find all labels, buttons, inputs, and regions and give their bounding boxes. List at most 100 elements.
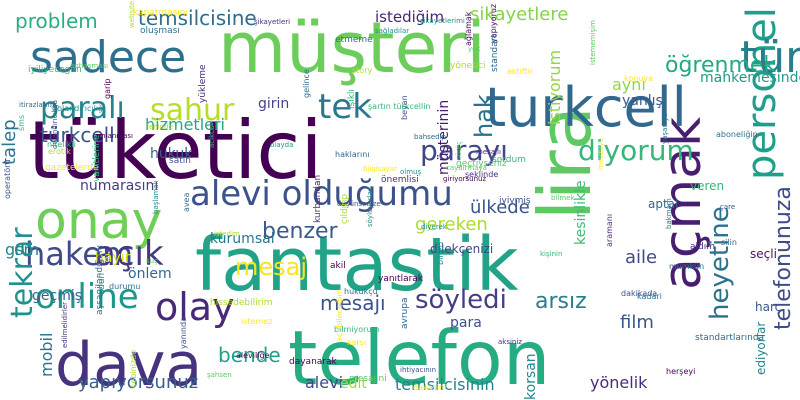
cloud-word: istiyorum: [545, 50, 564, 125]
cloud-word: hakem: [25, 235, 133, 273]
cloud-word-small: iyiliyecegim: [28, 65, 82, 75]
cloud-word: benzer: [262, 219, 339, 244]
cloud-word: seçli: [750, 247, 777, 261]
cloud-word-small: durumu: [109, 282, 140, 291]
cloud-word: tekrar: [5, 227, 40, 318]
cloud-word-small: antlaşması: [70, 62, 108, 70]
cloud-word-small: karşı: [347, 338, 366, 347]
cloud-word-small: lehinde: [147, 123, 173, 131]
cloud-word-small: hukukçu: [344, 287, 378, 296]
cloud-word: para: [450, 315, 482, 331]
cloud-word: açık: [95, 234, 164, 274]
cloud-word-small: kapatmasını: [133, 8, 188, 18]
cloud-word-small: yapıyoruz: [489, 4, 498, 43]
cloud-word: dilekçenizi: [430, 242, 493, 256]
cloud-word-small: kişinin: [540, 250, 562, 258]
cloud-word: yanlış: [622, 93, 663, 109]
cloud-word-small: dolandırıcılığı: [52, 104, 105, 113]
cloud-word: film: [620, 312, 654, 333]
cloud-word-small: yok: [468, 45, 481, 53]
cloud-word: mobil: [37, 333, 56, 377]
cloud-word-small: edilmelidirler: [61, 302, 69, 348]
cloud-word-small: giriyorsunuz: [443, 175, 486, 183]
cloud-word-small: oluşması: [140, 26, 180, 36]
cloud-word-small: nitelikli: [47, 140, 76, 149]
cloud-word-small: yanıtlarak: [378, 274, 424, 284]
cloud-word-small: hissedebilirim: [210, 298, 273, 308]
cloud-word-small: sağladılar: [375, 27, 409, 35]
cloud-word: öğrenmek: [665, 53, 776, 78]
cloud-word-small: yaşanıyor: [661, 110, 669, 144]
cloud-word-small: akil: [330, 261, 346, 271]
cloud-word-small: gazetelerde: [45, 163, 99, 173]
cloud-word: mesaj: [235, 253, 307, 281]
cloud-word-small: şikayetleri: [254, 18, 290, 26]
cloud-word-small: başlamalı: [152, 180, 160, 214]
cloud-word: lira: [523, 106, 607, 220]
cloud-word-small: caydırmaya: [446, 164, 487, 172]
cloud-word-small: açabileceğim: [335, 289, 344, 342]
cloud-word-small: operatörü: [3, 160, 12, 199]
cloud-word: aynı: [612, 75, 646, 94]
cloud-word-small: sordum: [492, 155, 526, 165]
cloud-word-small: mümkün: [669, 262, 704, 271]
cloud-word-small: silin: [721, 238, 737, 247]
cloud-word: mesajı: [320, 291, 386, 315]
cloud-word-small: etmeme: [335, 35, 373, 45]
cloud-word-small: ihtiyacının: [400, 366, 436, 374]
cloud-word: onay: [35, 191, 162, 251]
cloud-word-small: şahsen: [207, 371, 232, 379]
cloud-word-small: acikca: [208, 126, 216, 148]
cloud-word-small: aşsagilandığımı: [95, 245, 105, 315]
cloud-word: bende: [218, 343, 281, 367]
cloud-word: fantastik: [195, 222, 519, 308]
cloud-word: problem: [15, 9, 98, 33]
cloud-word: geçmiş: [32, 288, 82, 304]
cloud-word: telefon: [288, 314, 550, 400]
cloud-word: açmak: [653, 117, 713, 290]
cloud-word-small: bilmek: [551, 194, 575, 202]
cloud-word-small: itirazlarımı: [19, 101, 56, 109]
cloud-word-small: istememişim: [589, 20, 597, 65]
cloud-word: müşterinin: [436, 100, 452, 175]
cloud-word-small: aktiftir: [507, 67, 534, 76]
cloud-word: heyetine: [705, 206, 735, 320]
cloud-word-small: herşeyi: [666, 367, 695, 376]
cloud-word-small: satın: [169, 156, 191, 166]
cloud-word: olay: [155, 285, 235, 329]
cloud-word-small: ışıklı: [347, 89, 357, 109]
cloud-word: aile: [625, 247, 657, 268]
cloud-word: hayır: [95, 250, 131, 266]
cloud-word-small: dakikada: [621, 289, 657, 298]
cloud-word-small: iyiymiş: [499, 196, 531, 206]
cloud-word-small: kadari: [637, 292, 662, 301]
cloud-word-small: bilmiyorum: [334, 325, 380, 334]
cloud-word: paralı: [40, 91, 125, 126]
cloud-word-small: mesajini: [349, 374, 387, 384]
cloud-word: ediyorlar: [754, 322, 768, 375]
cloud-word: gereken: [415, 214, 488, 235]
cloud-word-small: süreç: [455, 141, 463, 160]
cloud-word-small: önemlisi: [381, 175, 419, 185]
cloud-word: müşteri: [218, 7, 486, 89]
cloud-word: hukuk: [150, 146, 193, 162]
cloud-word: yönelik: [590, 373, 648, 392]
cloud-word: turkcell: [485, 76, 687, 139]
cloud-word: kesinlikle: [573, 180, 589, 245]
cloud-word: sahur: [150, 93, 235, 128]
cloud-word-small: şeklinde: [465, 170, 498, 179]
cloud-word-small: mevzuyu: [597, 138, 605, 170]
cloud-word-small: davasini: [413, 383, 446, 392]
cloud-word: diyorum: [578, 134, 694, 167]
cloud-word-small: standart: [490, 34, 500, 72]
cloud-word-small: aboneliğin: [716, 130, 758, 139]
cloud-word-small: website: [128, 1, 136, 28]
cloud-word-small: söylüyorlar: [366, 188, 374, 227]
cloud-word-small: aksiniz: [498, 338, 522, 346]
cloud-word-small: cımlanması: [93, 132, 133, 140]
cloud-word-small: yanında: [179, 317, 188, 349]
cloud-word: arsız: [535, 289, 587, 314]
cloud-word: numarasını: [80, 178, 158, 194]
cloud-word: ülkede: [470, 197, 530, 218]
